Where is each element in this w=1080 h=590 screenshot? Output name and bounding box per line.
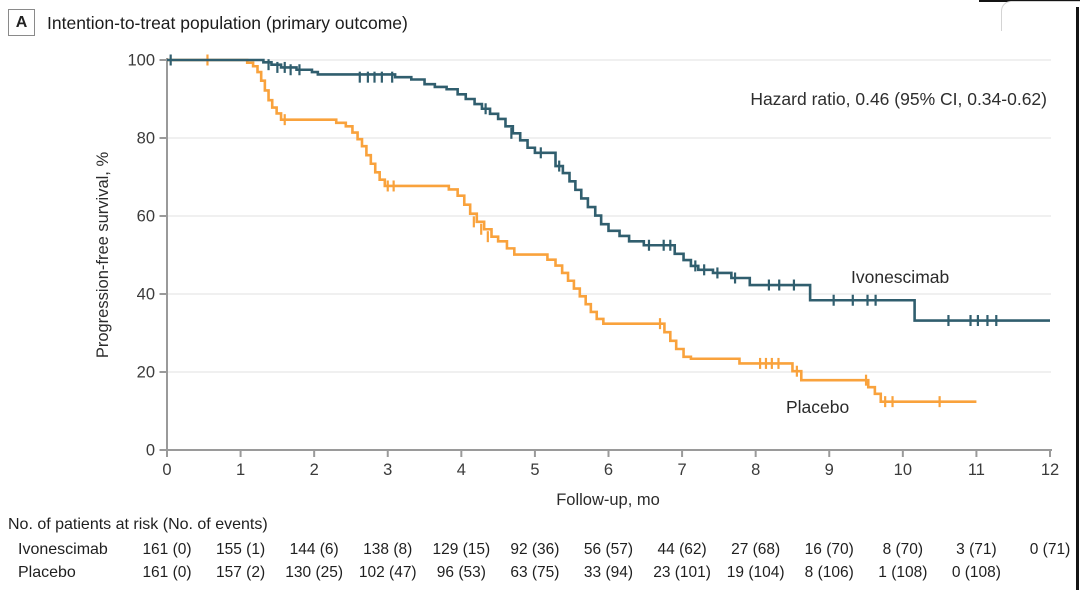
at-risk-value: 0 (108) <box>951 564 1001 581</box>
at-risk-value: 102 (47) <box>358 564 417 581</box>
x-tick-label: 8 <box>751 461 760 479</box>
hazard-ratio-annotation: Hazard ratio, 0.46 (95% CI, 0.34-0.62) <box>750 89 1047 109</box>
window-edge-right <box>1076 7 1079 590</box>
x-tick-label: 12 <box>1041 461 1059 479</box>
at-risk-value: 3 (71) <box>956 541 997 558</box>
at-risk-value: 27 (68) <box>731 541 781 558</box>
at-risk-value: 44 (62) <box>657 541 707 558</box>
at-risk-value: 8 (106) <box>804 564 854 581</box>
at-risk-value: 155 (1) <box>216 541 266 558</box>
at-risk-value: 19 (104) <box>726 564 785 581</box>
at-risk-header: No. of patients at risk (No. of events) <box>8 516 268 533</box>
x-tick-label: 10 <box>894 461 912 479</box>
at-risk-value: 0 (71) <box>1029 541 1071 558</box>
at-risk-value: 16 (70) <box>804 541 854 558</box>
x-tick-label: 0 <box>162 461 171 479</box>
y-tick-label: 20 <box>137 364 155 382</box>
at-risk-value: 138 (8) <box>363 541 413 558</box>
x-tick-label: 5 <box>530 461 539 479</box>
at-risk-value: 33 (94) <box>583 564 634 581</box>
at-risk-value: 130 (25) <box>285 564 344 581</box>
x-tick-label: 6 <box>604 461 613 479</box>
at-risk-row-label-placebo: Placebo <box>18 564 76 581</box>
at-risk-row-label-ivonescimab: Ivonescimab <box>18 541 108 558</box>
series-label-placebo: Placebo <box>786 397 850 417</box>
x-tick-label: 2 <box>310 461 319 479</box>
at-risk-value: 23 (101) <box>653 564 711 581</box>
panel-title: Intention-to-treat population (primary o… <box>47 13 408 33</box>
x-tick-label: 9 <box>825 461 834 479</box>
y-tick-label: 100 <box>127 52 155 70</box>
x-axis-title: Follow-up, mo <box>556 491 660 509</box>
at-risk-value: 161 (0) <box>142 541 192 558</box>
panel-letter-badge: A <box>8 9 35 36</box>
at-risk-value: 63 (75) <box>510 564 560 581</box>
at-risk-value: 161 (0) <box>142 564 192 581</box>
at-risk-value: 157 (2) <box>216 564 266 581</box>
y-tick-label: 0 <box>146 442 155 460</box>
x-tick-label: 3 <box>383 461 392 479</box>
x-tick-label: 7 <box>677 461 686 479</box>
at-risk-value: 92 (36) <box>510 541 560 558</box>
at-risk-value: 1 (108) <box>878 564 928 581</box>
x-tick-label: 4 <box>457 461 466 479</box>
at-risk-value: 56 (57) <box>583 541 634 558</box>
survival-curve-ivonescimab <box>167 58 1050 322</box>
y-tick-label: 80 <box>137 130 155 148</box>
at-risk-value: 144 (6) <box>289 541 339 558</box>
series-label-ivonescimab: Ivonescimab <box>851 267 950 287</box>
y-tick-label: 40 <box>137 286 155 304</box>
window-corner-artifact <box>1001 1 1080 31</box>
y-tick-label: 60 <box>137 208 155 226</box>
at-risk-value: 96 (53) <box>436 564 486 581</box>
x-tick-label: 11 <box>968 461 985 479</box>
at-risk-value: 8 (70) <box>882 541 924 558</box>
at-risk-value: 129 (15) <box>432 541 491 558</box>
survival-curve-placebo <box>167 58 977 403</box>
x-tick-label: 1 <box>236 461 245 479</box>
y-axis-title: Progression-free survival, % <box>94 152 112 359</box>
